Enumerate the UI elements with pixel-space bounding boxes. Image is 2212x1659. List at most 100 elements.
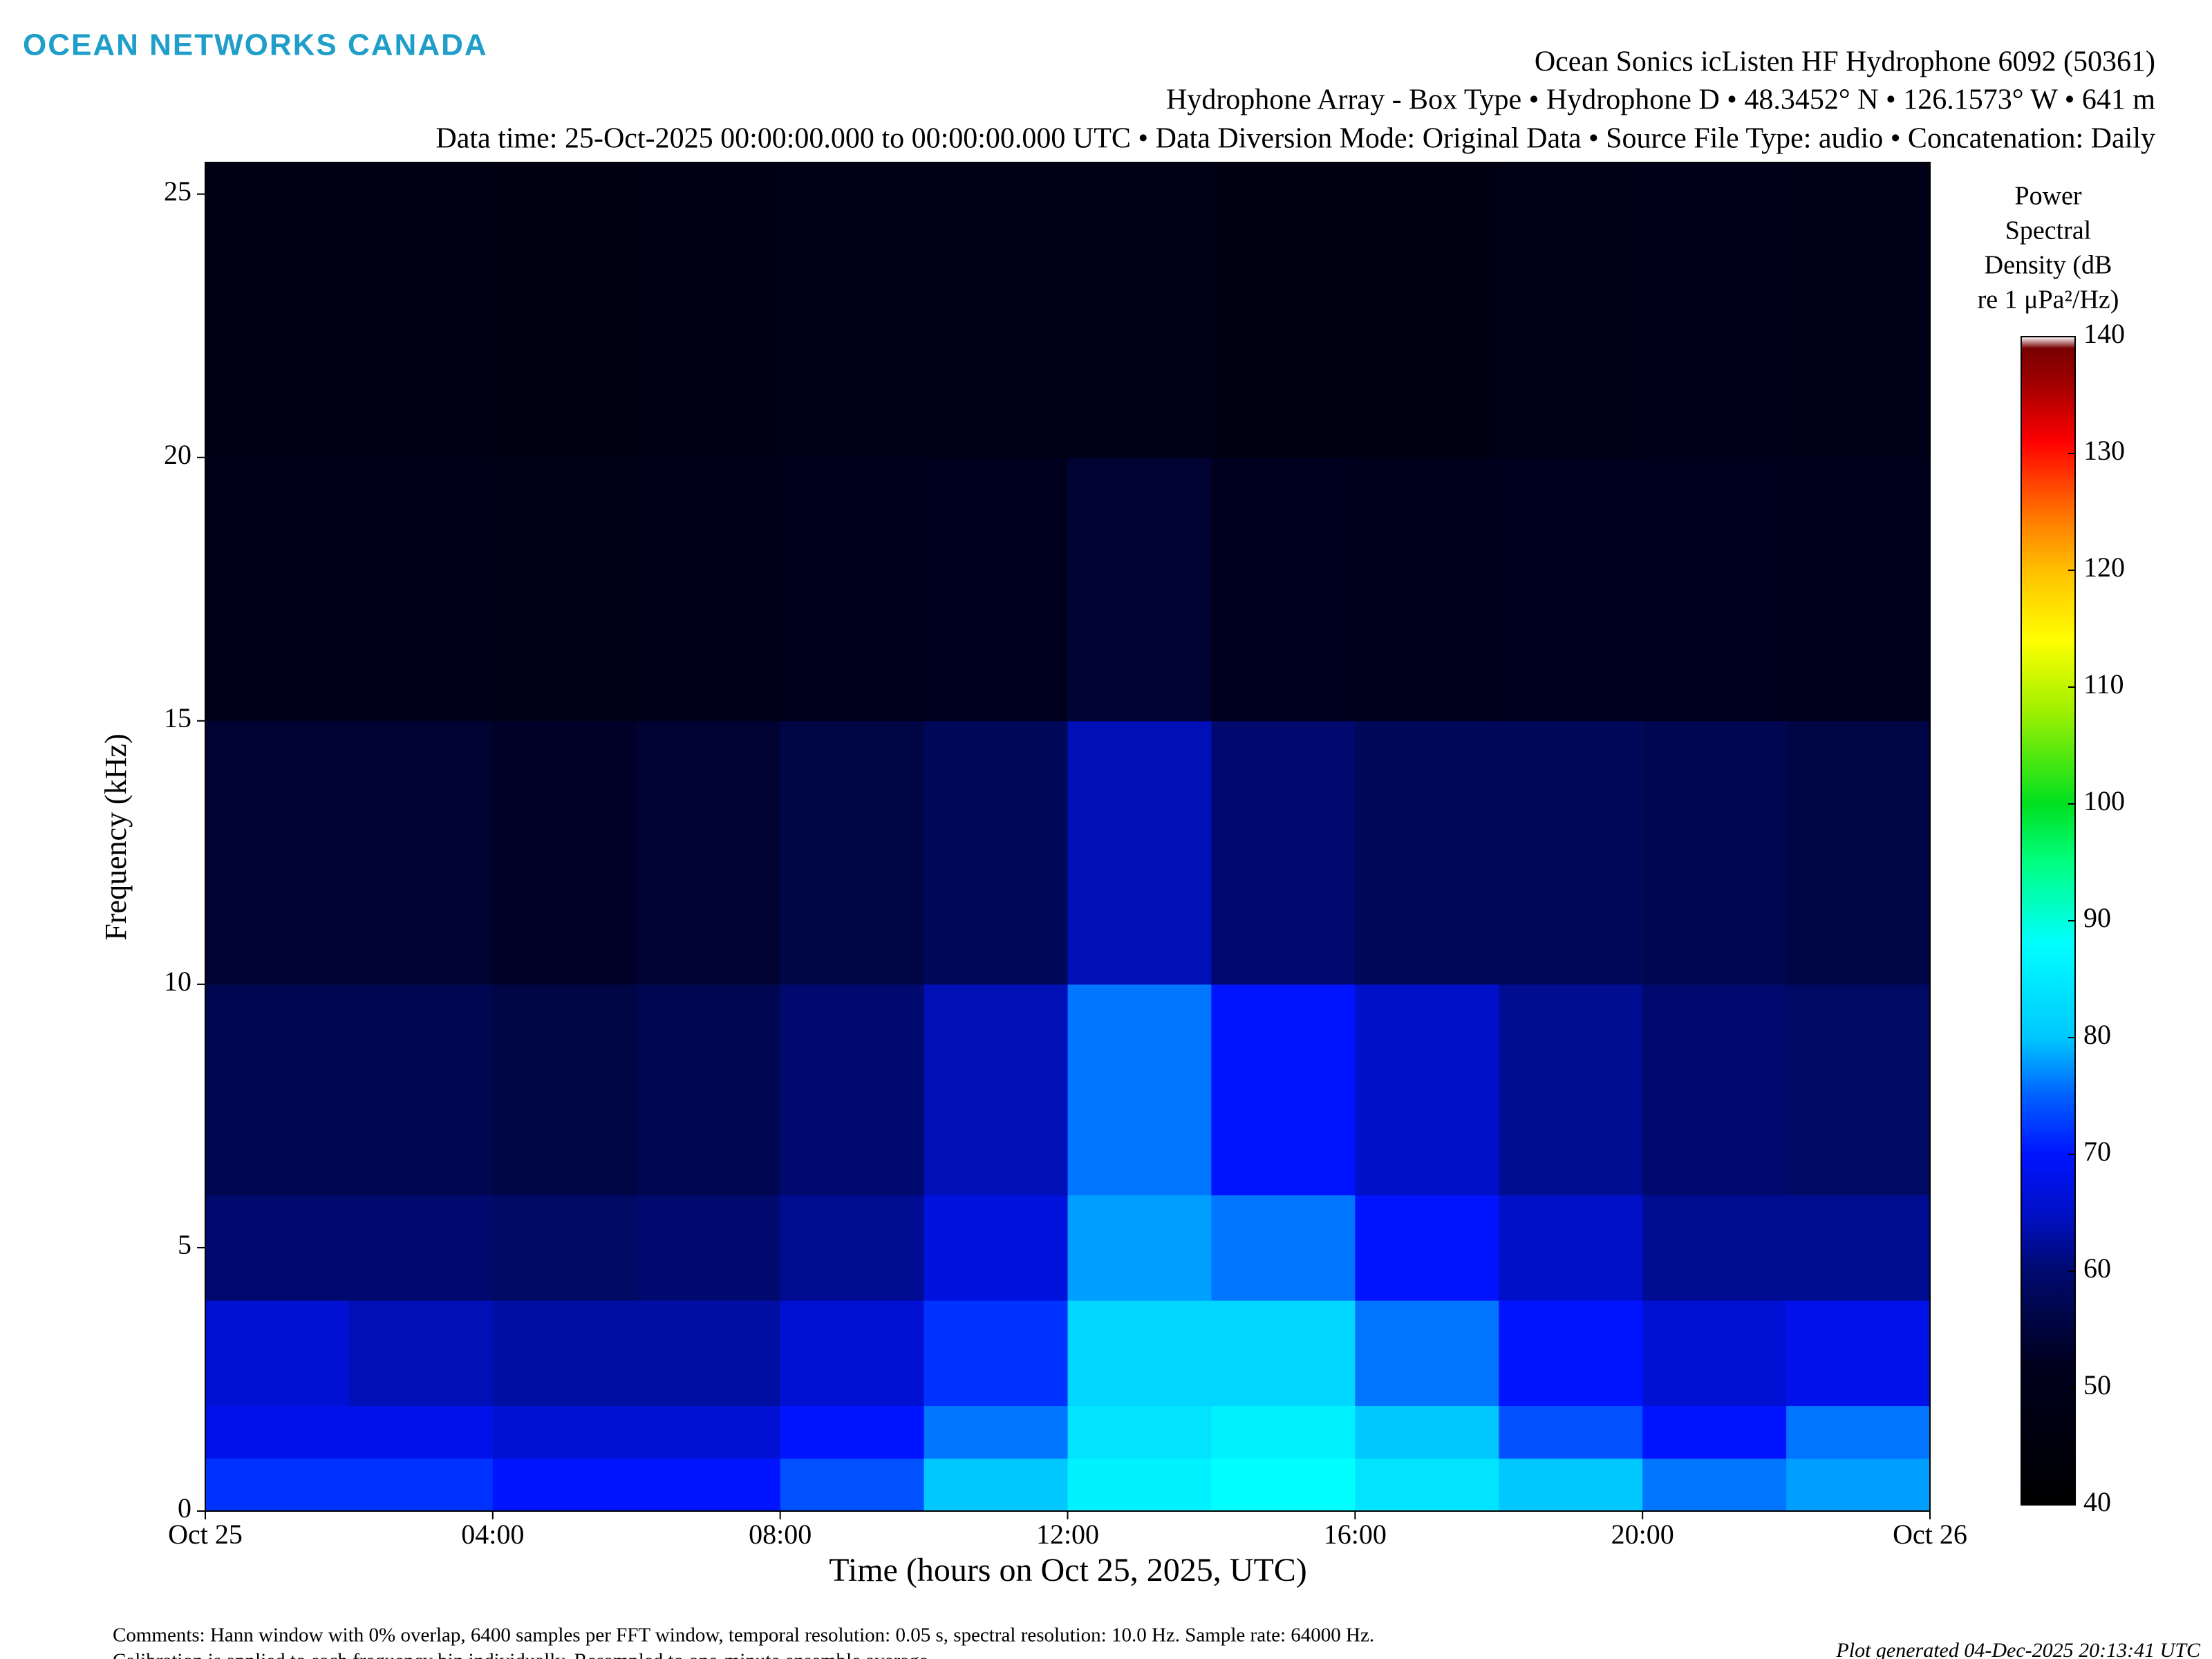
heatmap-cell [1642, 1300, 1787, 1407]
heatmap-cell [348, 984, 494, 1196]
y-tick-label: 10 [164, 966, 191, 997]
heatmap-cell [205, 1194, 350, 1301]
x-tick-label: Oct 26 [1893, 1519, 1967, 1550]
heatmap-cell [636, 1458, 781, 1512]
heatmap-cell [1499, 162, 1643, 458]
heatmap-cell [348, 720, 494, 985]
heatmap-cell [1786, 1405, 1931, 1459]
heatmap-cell [780, 457, 925, 722]
logo: OCEAN NETWORKS CANADA [23, 28, 488, 62]
heatmap-cell [924, 1194, 1068, 1301]
heatmap-cell [1642, 162, 1787, 458]
heatmap-cell [924, 720, 1068, 985]
heatmap-cell [1499, 1194, 1643, 1301]
heatmap-cell [492, 162, 637, 458]
heatmap-cell [780, 162, 925, 458]
heatmap-cell [1642, 720, 1787, 985]
colorbar-tick-label: 110 [2083, 668, 2124, 700]
plot-generated: Plot generated 04-Dec-2025 20:13:41 UTC [1835, 1639, 2201, 1659]
heatmap-cell [1211, 457, 1356, 722]
heatmap-cell [1067, 1405, 1212, 1459]
heatmap-cell [1499, 1300, 1643, 1407]
heatmap-cell [492, 984, 637, 1196]
heatmap-cell [1067, 984, 1212, 1196]
heatmap-cell [924, 457, 1068, 722]
heatmap-cell [1499, 1405, 1643, 1459]
heatmap-cell [1067, 720, 1212, 985]
heatmap-cell [636, 1405, 781, 1459]
heatmap-cell [924, 162, 1068, 458]
x-tick-label: 20:00 [1611, 1519, 1674, 1550]
colorbar-tick-label: 90 [2083, 902, 2111, 933]
y-tick-label: 25 [164, 176, 191, 207]
heatmap-cell [205, 984, 350, 1196]
heatmap-cell [205, 1405, 350, 1459]
heatmap-cell [636, 720, 781, 985]
colorbar-tick-label: 100 [2083, 785, 2125, 816]
heatmap-cell [1786, 984, 1931, 1196]
heatmap-cell [348, 1300, 494, 1407]
heatmap-cell [1067, 162, 1212, 458]
heatmap-cell [1067, 1458, 1212, 1512]
heatmap-cell [636, 1194, 781, 1301]
heatmap-cell [492, 1300, 637, 1407]
heatmap-cell [1355, 162, 1499, 458]
comment: Calibration is applied to each frequency… [113, 1650, 933, 1659]
heatmap-cell [1067, 457, 1212, 722]
heatmap-cell [205, 162, 350, 458]
heatmap-cell [1499, 984, 1643, 1196]
heatmap-cell [492, 1405, 637, 1459]
heatmap-cell [1642, 1458, 1787, 1512]
heatmap-cell [924, 1405, 1068, 1459]
heatmap-cell [780, 1300, 925, 1407]
y-tick-label: 20 [164, 439, 191, 470]
heatmap-cell [492, 457, 637, 722]
colorbar-label: Power [2014, 182, 2081, 211]
heatmap-cell [348, 1458, 494, 1512]
colorbar-tick-label: 70 [2083, 1136, 2111, 1167]
colorbar-tick-label: 50 [2083, 1369, 2111, 1400]
heatmap-cell [1355, 1300, 1499, 1407]
heatmap-cell [1499, 720, 1643, 985]
y-tick-label: 5 [178, 1229, 191, 1260]
heatmap-cell [1642, 1405, 1787, 1459]
heatmap-cell [348, 457, 494, 722]
x-tick-label: 12:00 [1036, 1519, 1099, 1550]
heatmap-cell [780, 1194, 925, 1301]
x-tick-label: 08:00 [749, 1519, 812, 1550]
comment: Comments: Hann window with 0% overlap, 6… [113, 1624, 1374, 1647]
heatmap-cell [1211, 1405, 1356, 1459]
heatmap-cell [1355, 457, 1499, 722]
heatmap-cell [1642, 984, 1787, 1196]
heatmap-cell [1355, 1405, 1499, 1459]
heatmap-cell [205, 1458, 350, 1512]
heatmap-cell [1642, 1194, 1787, 1301]
heatmap-cell [780, 1405, 925, 1459]
subtitle: Hydrophone Array - Box Type • Hydrophone… [1166, 84, 2155, 116]
x-tick-label: 16:00 [1324, 1519, 1387, 1550]
heatmap-cell [1499, 457, 1643, 722]
heatmap-cell [1211, 1458, 1356, 1512]
heatmap-cell [1067, 1300, 1212, 1407]
heatmap-cell [1211, 1300, 1356, 1407]
colorbar-tick-label: 130 [2083, 435, 2125, 466]
colorbar-tick-label: 40 [2083, 1486, 2111, 1517]
heatmap-cell [1786, 720, 1931, 985]
heatmap-cell [780, 1458, 925, 1512]
heatmap-cell [1211, 720, 1356, 985]
heatmap-cell [348, 1405, 494, 1459]
x-tick-label: Oct 25 [168, 1519, 243, 1550]
heatmap-cell [924, 1300, 1068, 1407]
colorbar-label: Spectral [2005, 216, 2092, 245]
heatmap-cell [780, 720, 925, 985]
heatmap-cell [1499, 1458, 1643, 1512]
heatmap-cell [492, 1194, 637, 1301]
heatmap-cell [1786, 1194, 1931, 1301]
heatmap-cell [205, 720, 350, 985]
heatmap-cell [1211, 162, 1356, 458]
heatmap-cell [348, 1194, 494, 1301]
heatmap-cell [1211, 1194, 1356, 1301]
heatmap-cell [924, 984, 1068, 1196]
